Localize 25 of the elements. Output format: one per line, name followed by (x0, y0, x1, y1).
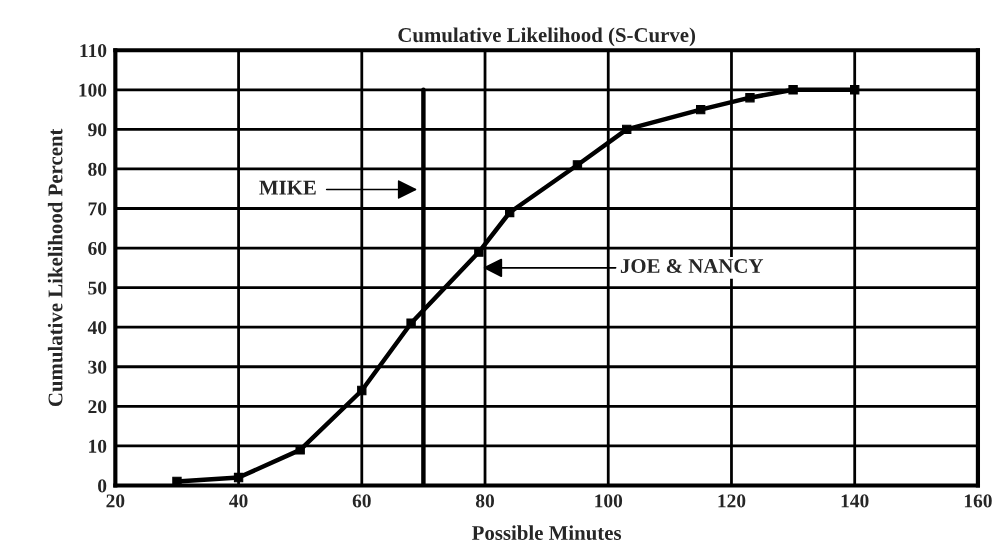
y-tick-label: 30 (88, 360, 107, 374)
y-tick-label: 70 (88, 202, 107, 216)
x-tick-label: 100 (595, 494, 623, 508)
y-tick-label: 100 (79, 83, 107, 97)
y-tick-label: 60 (88, 241, 107, 255)
y-axis-title: Cumulative Likelihood Percent (47, 128, 63, 407)
x-tick-label: 80 (475, 494, 494, 508)
x-axis-title: Possible Minutes (472, 525, 622, 541)
x-tick-label: 120 (718, 494, 746, 508)
y-tick-label: 110 (80, 44, 107, 58)
y-tick-label: 20 (88, 400, 107, 414)
chart-title: Cumulative Likelihood (S-Curve) (398, 27, 696, 47)
annotation: JOE & NANCY (620, 259, 764, 274)
x-tick-label: 140 (841, 494, 869, 508)
y-tick-label: 10 (89, 439, 107, 453)
y-tick-label: 0 (98, 479, 107, 493)
y-tick-label: 50 (88, 281, 107, 295)
x-tick-label: 160 (964, 494, 992, 508)
annotation: MIKE (259, 180, 316, 195)
y-tick-label: 90 (88, 123, 107, 137)
x-tick-label: 20 (106, 494, 125, 508)
y-tick-label: 80 (88, 162, 107, 176)
y-tick-label: 40 (87, 321, 107, 335)
x-tick-label: 40 (229, 494, 248, 508)
x-tick-label: 60 (352, 494, 371, 508)
